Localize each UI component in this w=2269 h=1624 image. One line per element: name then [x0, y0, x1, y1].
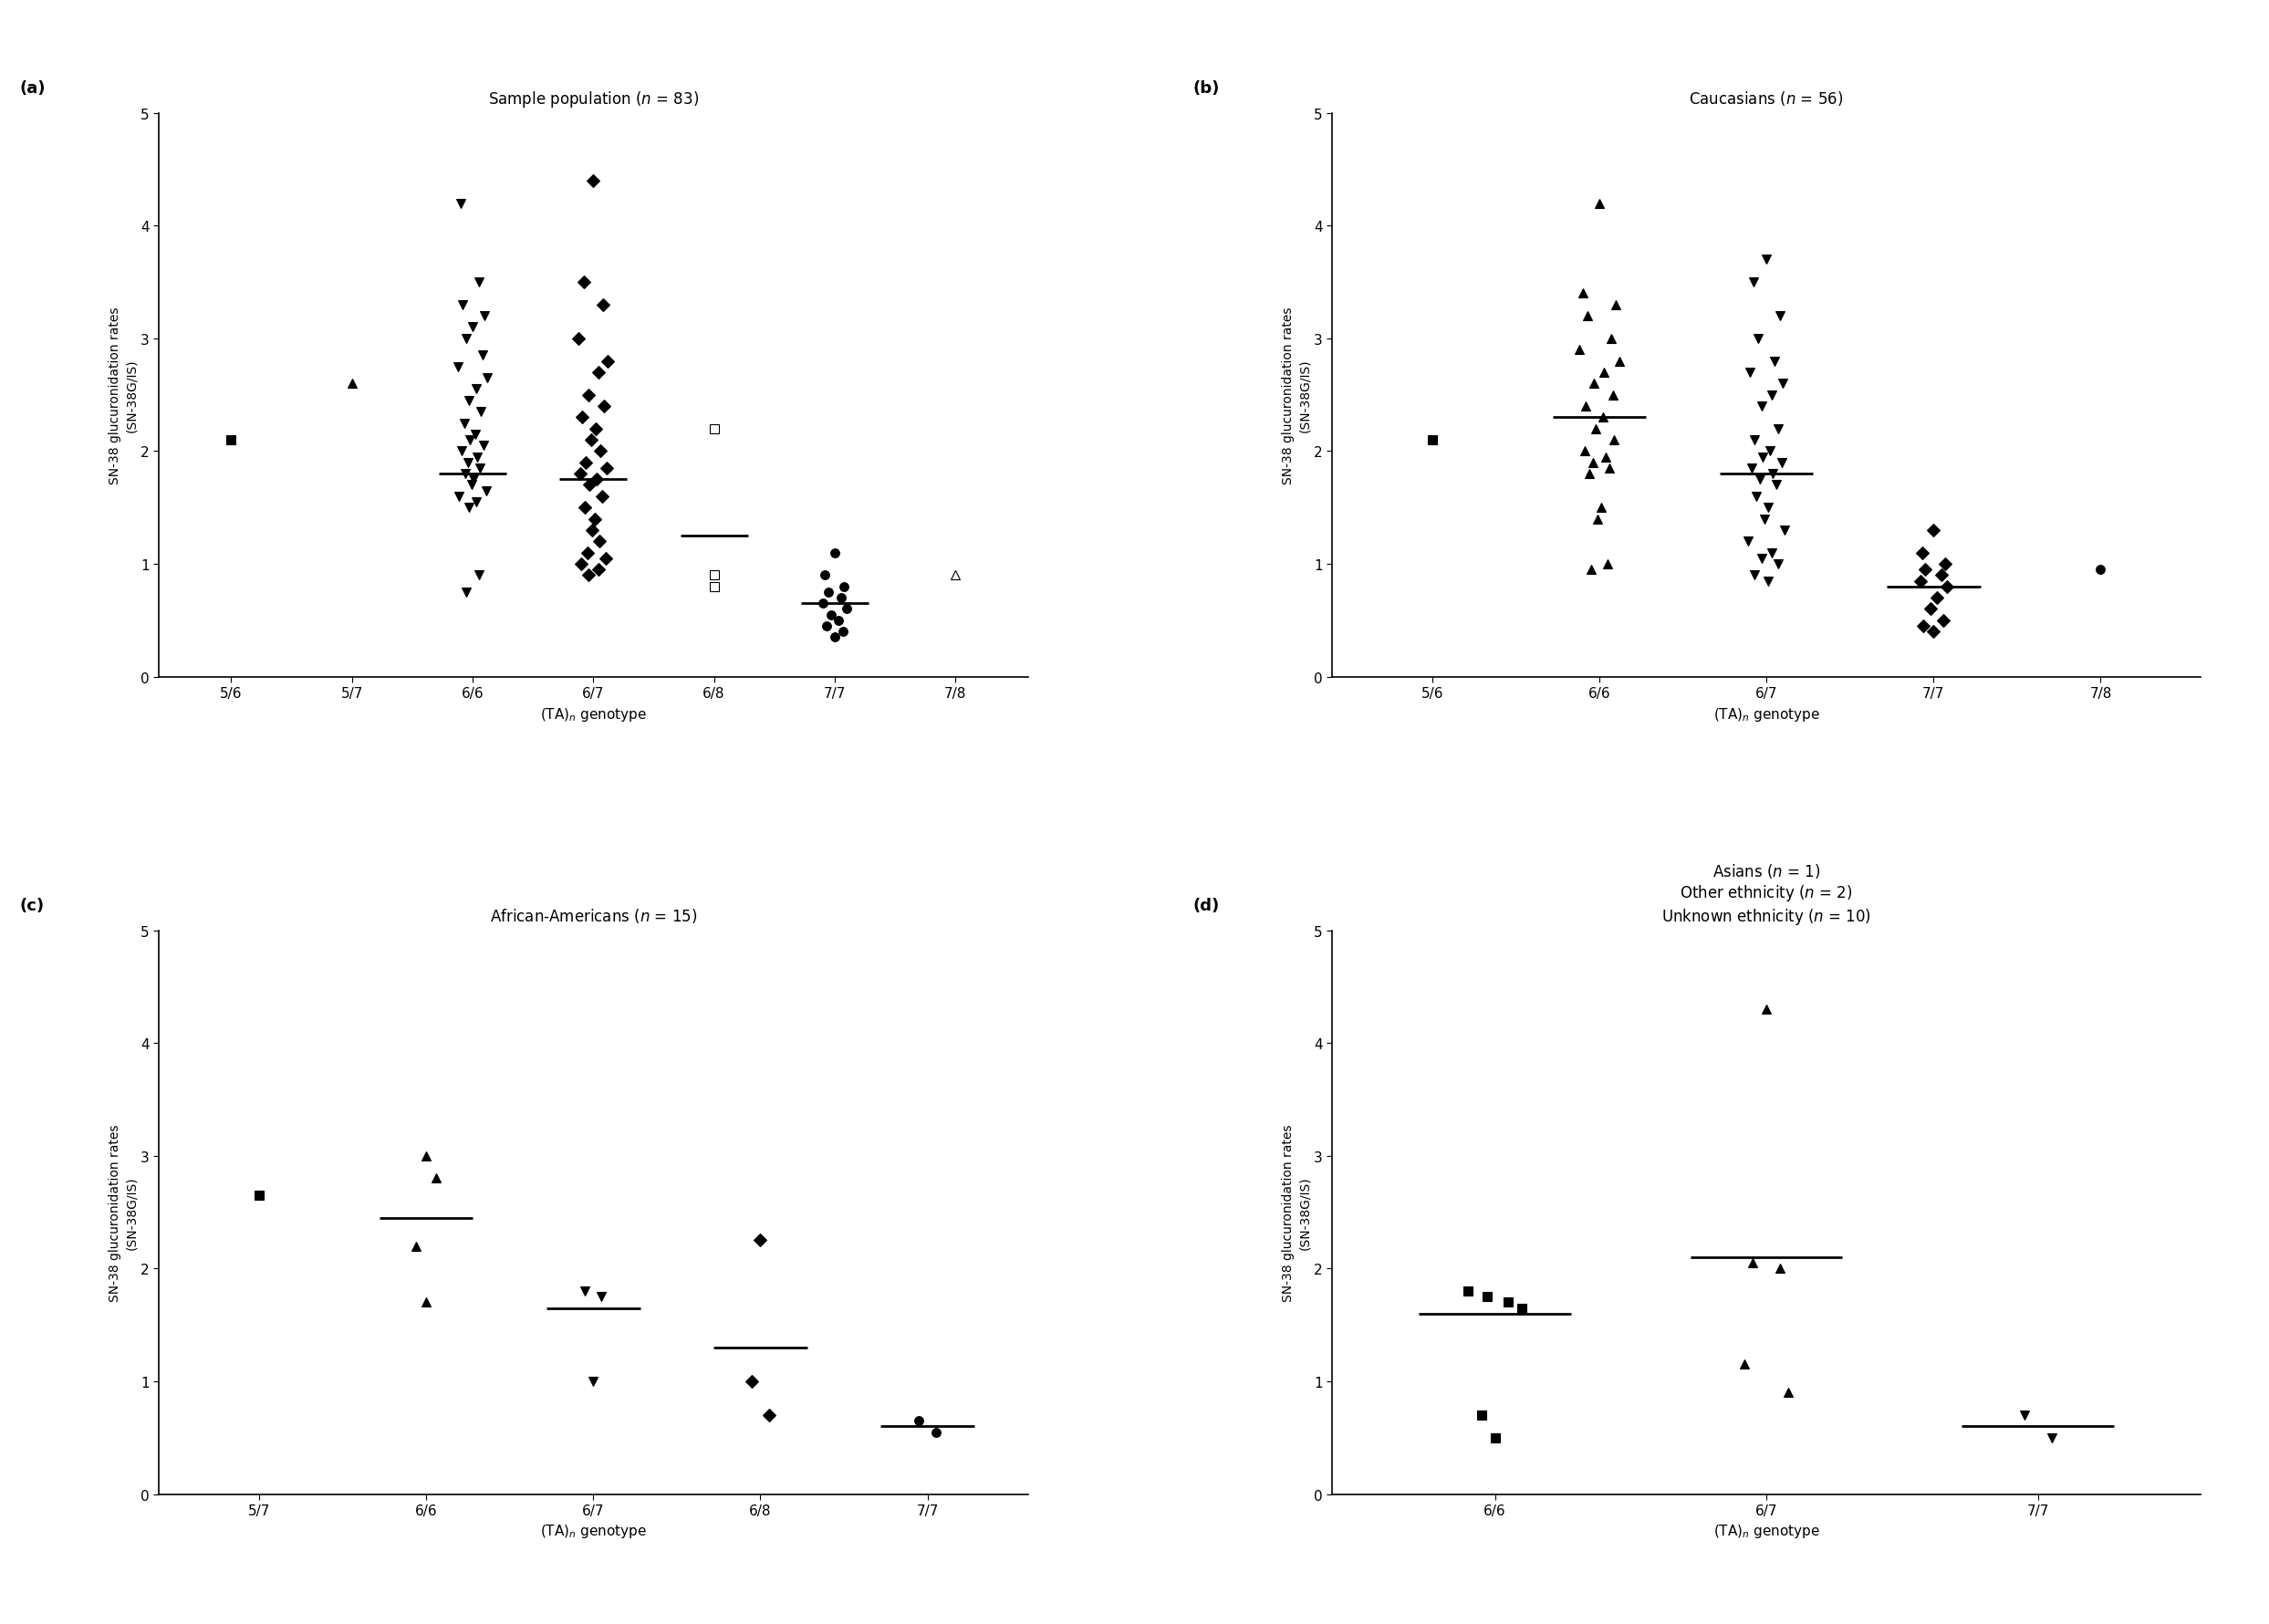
Text: (b): (b): [1193, 80, 1221, 96]
Y-axis label: SN-38 glucuronidation rates
(SN-38G/IS): SN-38 glucuronidation rates (SN-38G/IS): [1282, 307, 1311, 484]
X-axis label: (TA)$_n$ genotype: (TA)$_n$ genotype: [1713, 705, 1820, 723]
Text: (a): (a): [20, 80, 45, 96]
Y-axis label: SN-38 glucuronidation rates
(SN-38G/IS): SN-38 glucuronidation rates (SN-38G/IS): [109, 1124, 138, 1301]
Text: (c): (c): [20, 896, 45, 913]
Y-axis label: SN-38 glucuronidation rates
(SN-38G/IS): SN-38 glucuronidation rates (SN-38G/IS): [1282, 1124, 1311, 1301]
Title: Caucasians ($n$ = 56): Caucasians ($n$ = 56): [1688, 89, 1845, 107]
Y-axis label: SN-38 glucuronidation rates
(SN-38G/IS): SN-38 glucuronidation rates (SN-38G/IS): [109, 307, 138, 484]
Title: African-Americans ($n$ = 15): African-Americans ($n$ = 15): [490, 906, 697, 924]
Title: Sample population ($n$ = 83): Sample population ($n$ = 83): [488, 89, 699, 109]
Text: (d): (d): [1193, 896, 1221, 913]
X-axis label: (TA)$_n$ genotype: (TA)$_n$ genotype: [540, 705, 647, 723]
X-axis label: (TA)$_n$ genotype: (TA)$_n$ genotype: [540, 1522, 647, 1540]
X-axis label: (TA)$_n$ genotype: (TA)$_n$ genotype: [1713, 1522, 1820, 1540]
Title: Asians ($n$ = 1)
Other ethnicity ($n$ = 2)
Unknown ethnicity ($n$ = 10): Asians ($n$ = 1) Other ethnicity ($n$ = …: [1661, 862, 1872, 926]
